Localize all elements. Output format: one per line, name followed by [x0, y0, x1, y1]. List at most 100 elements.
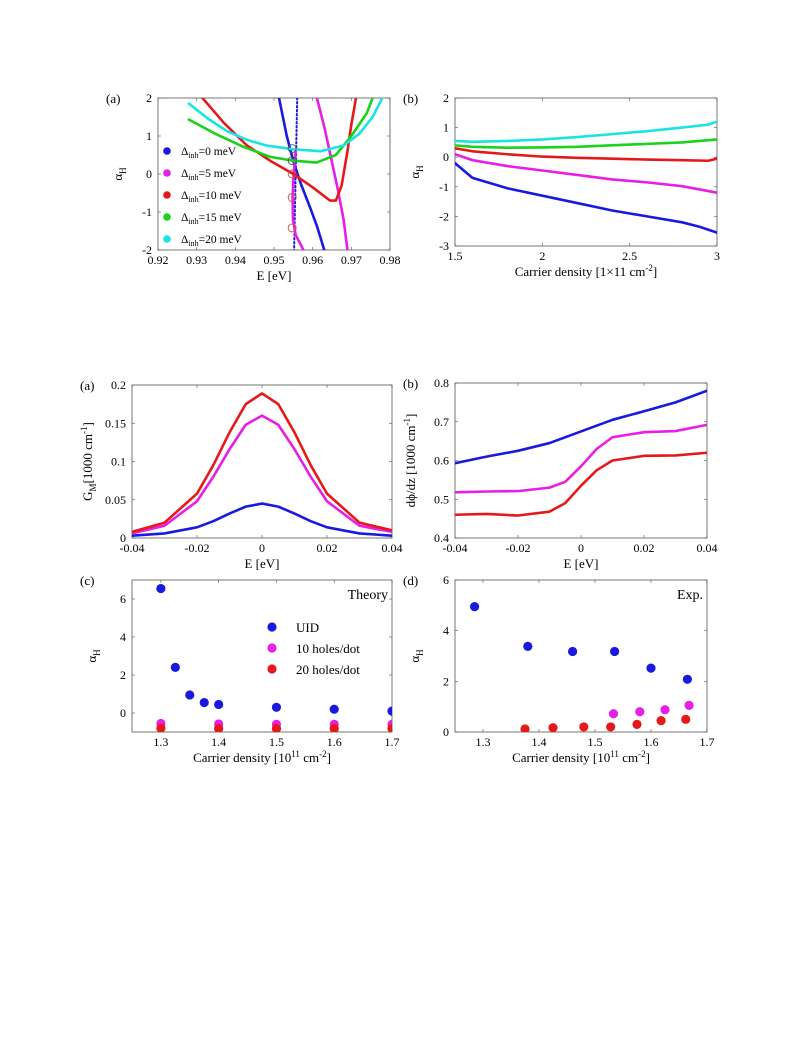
- y-axis-label-sub: H: [415, 165, 425, 172]
- panel-top-b: 1.5 2 2.5 3 -3 -2 -1 0 1 2 (b) Carrier density [1×1…: [403, 91, 720, 279]
- y-tick-label: 4: [443, 624, 449, 638]
- marker-circle-1: [287, 156, 297, 166]
- x-tick-label: 0.02: [317, 541, 338, 555]
- panel-annotation: Exp.: [677, 588, 703, 603]
- y-tick-label: 0.1: [111, 455, 126, 469]
- y-tick-label: 0: [146, 167, 152, 181]
- series-line-5: [187, 98, 374, 164]
- legend-entry: Δinh=0 meV: [181, 146, 237, 160]
- axes-frame: [454, 579, 708, 733]
- series-line-2: [132, 392, 392, 534]
- legend-delta: Δ: [181, 212, 188, 224]
- marker-circle-0: [287, 144, 297, 153]
- x-axis-label: Carrier density [1011 cm-2]: [512, 749, 650, 765]
- x-axis-label-end: ]: [646, 750, 650, 765]
- series-line-3: [455, 138, 717, 150]
- legend-value: =5 meV: [199, 168, 237, 180]
- x-axis-label-text: Carrier density [10: [512, 750, 610, 765]
- x-tick-label: 1.5: [588, 735, 603, 749]
- panel-label: (b): [403, 91, 418, 106]
- y-tick-label: 0.7: [434, 415, 449, 429]
- panel-mid-b: -0.04 -0.02 0 0.02 0.04 0.4 0.5 0.6 0.7 0.8 (b) E […: [402, 376, 718, 571]
- y-axis-label: αH: [110, 167, 128, 181]
- panel-label: (a): [80, 378, 94, 393]
- y-tick-label: 2: [146, 91, 152, 105]
- series-line-4: [455, 120, 717, 144]
- y-tick-label: 2: [443, 674, 449, 688]
- data-point-s1: [660, 705, 670, 715]
- panel-label: (d): [403, 573, 418, 588]
- legend-sub: inh: [188, 151, 198, 160]
- legend-delta: Δ: [181, 190, 188, 202]
- axes-frame: [131, 579, 393, 733]
- y-tick-label: 6: [120, 592, 126, 606]
- axes-frame: [454, 97, 718, 247]
- x-axis-label-text: Carrier density [10: [193, 750, 291, 765]
- x-axis-label-mid: cm: [300, 750, 319, 765]
- series-line-0: [277, 98, 326, 250]
- series-line-0: [455, 389, 707, 465]
- series-line-2: [455, 147, 717, 163]
- plot-area: [132, 392, 392, 538]
- legend-marker: [267, 664, 277, 674]
- data-point-s2: [214, 723, 224, 732]
- legend-value: =0 meV: [199, 146, 237, 158]
- x-tick-label: 2: [539, 249, 545, 263]
- x-tick-label: 0: [578, 541, 584, 555]
- legend-marker: [163, 147, 171, 155]
- data-point-s0: [170, 662, 180, 673]
- series-line-1: [455, 152, 717, 195]
- panel-label: (a): [106, 91, 120, 106]
- series-line-2: [455, 451, 707, 517]
- data-point-s2: [548, 723, 558, 732]
- y-axis-label-text: α: [110, 174, 125, 181]
- y-tick-label: 6: [443, 573, 449, 587]
- x-tick-label: -0.02: [506, 541, 531, 555]
- y-axis-label-sup: -1: [402, 418, 412, 426]
- y-axis-label: αH: [407, 649, 425, 663]
- y-tick-label: 0: [120, 531, 126, 545]
- data-point-s0: [568, 646, 578, 657]
- data-point-s2: [271, 723, 282, 732]
- y-axis-label-sup: -1: [79, 426, 89, 434]
- series-line-6: [187, 98, 384, 153]
- legend-entry: Δinh=10 meV: [181, 190, 243, 204]
- legend-delta: Δ: [181, 234, 188, 246]
- y-axis-label: GM[1000 cm-1]: [79, 422, 98, 501]
- x-tick-label: 0.04: [382, 541, 403, 555]
- legend-entry: Δinh=20 meV: [181, 234, 243, 248]
- data-point-s0: [185, 690, 195, 700]
- legend-entry: Δinh=5 meV: [181, 168, 237, 182]
- y-axis-label-sub: H: [118, 167, 128, 174]
- x-tick-label: 0.98: [380, 253, 401, 267]
- data-point-s0: [610, 646, 620, 657]
- x-tick-label: 0.95: [264, 253, 285, 267]
- plot-area: [187, 98, 384, 250]
- x-axis-label-mid: cm: [619, 750, 638, 765]
- panel-annotation: Theory: [348, 588, 388, 603]
- y-tick-label: -2: [142, 243, 152, 257]
- y-tick-label: -1: [439, 180, 449, 194]
- y-axis-label-text: dϕ/dz [1000 cm: [403, 425, 418, 507]
- x-tick-label: 1.7: [700, 735, 715, 749]
- data-point-s2: [656, 716, 666, 726]
- x-axis-label-sup2: -2: [319, 749, 327, 759]
- data-point-s2: [520, 724, 530, 732]
- y-axis-label-text: α: [407, 656, 422, 663]
- x-tick-label: 1.6: [327, 735, 342, 749]
- legend-entry: Δinh=15 meV: [181, 212, 243, 226]
- y-tick-label: 0.15: [105, 416, 126, 430]
- data-point-s1: [608, 709, 619, 719]
- series-line-0: [455, 161, 717, 234]
- legend-delta: Δ: [181, 146, 188, 158]
- panel-label: (b): [403, 376, 418, 391]
- legend-marker: [267, 622, 277, 632]
- y-axis-label-end: ]: [80, 422, 95, 426]
- plot-area: [470, 602, 694, 732]
- marker-circle-2: [287, 169, 297, 179]
- legend-sub: inh: [188, 217, 198, 226]
- x-axis-label: E [eV]: [256, 268, 291, 283]
- x-tick-label: -0.02: [185, 541, 210, 555]
- y-tick-label: 0.4: [434, 531, 449, 545]
